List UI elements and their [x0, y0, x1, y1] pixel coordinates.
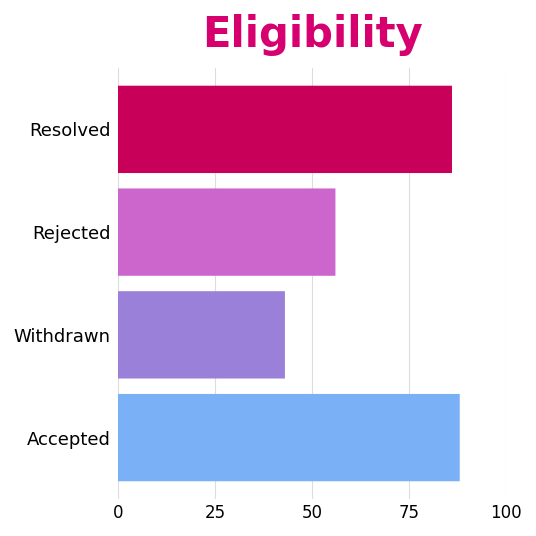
Title: Eligibility: Eligibility [202, 14, 422, 56]
FancyBboxPatch shape [118, 394, 460, 481]
FancyBboxPatch shape [118, 291, 285, 378]
FancyBboxPatch shape [118, 86, 452, 173]
FancyBboxPatch shape [118, 189, 336, 276]
